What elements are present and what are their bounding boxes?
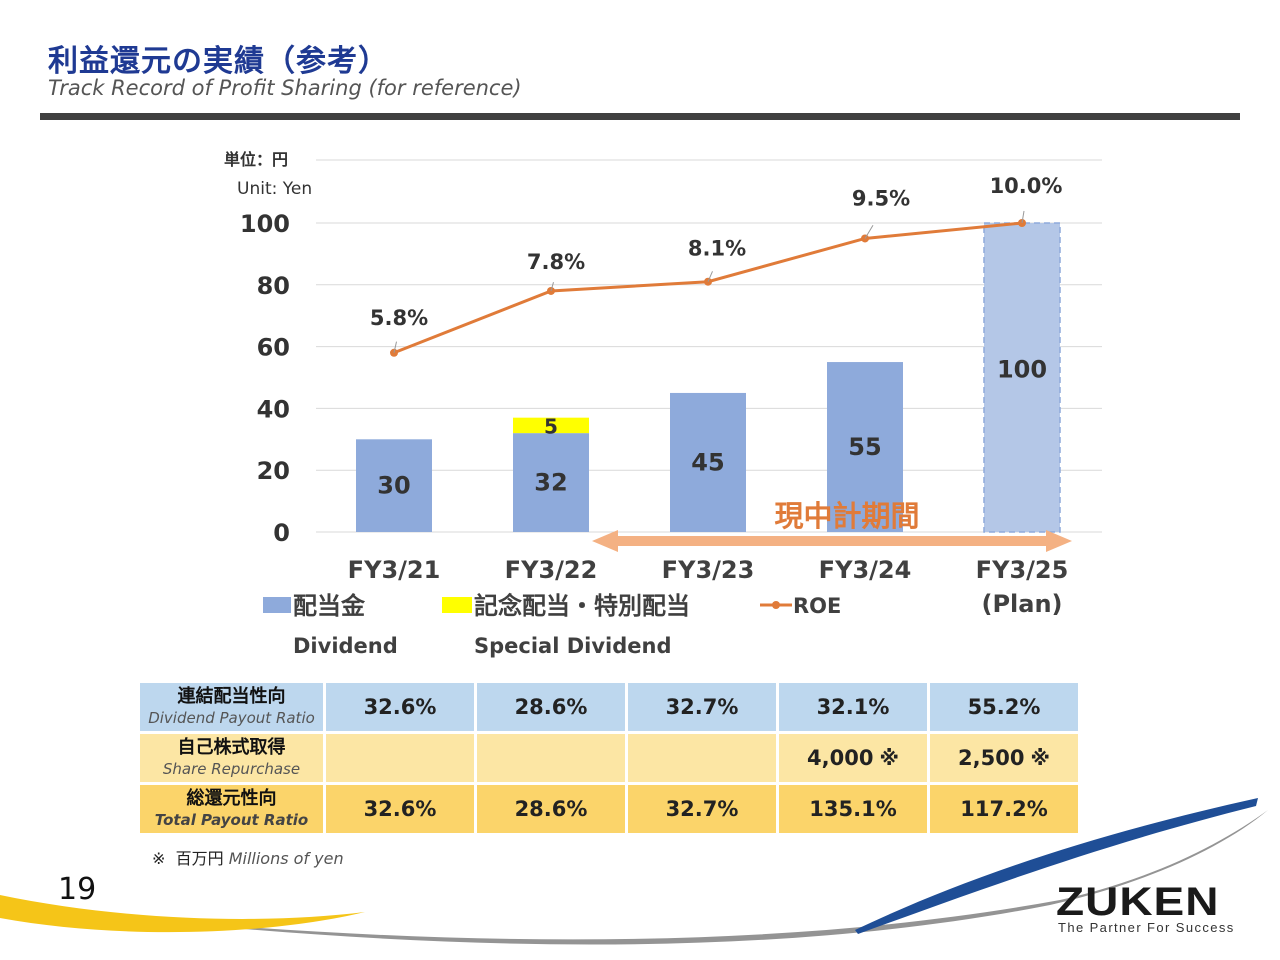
legend-label-special-en: Special Dividend: [474, 634, 672, 658]
bar-data-label: 45: [691, 448, 724, 476]
table-cell: [628, 734, 776, 782]
y-tick-label: 0: [273, 519, 290, 547]
y-tick-label: 100: [240, 210, 290, 238]
table-cell: 28.6%: [477, 785, 625, 833]
legend-label-roe: ROE: [793, 594, 841, 618]
page-title: 利益還元の実績（参考）: [48, 44, 389, 79]
table-cell: [477, 734, 625, 782]
title-divider: [40, 113, 1240, 120]
table-cell: 32.1%: [779, 683, 927, 731]
logo-tagline: The Partner For Success: [1058, 920, 1235, 935]
legend-swatch-roe-dot: [772, 601, 780, 609]
swoosh-yellow: [0, 895, 365, 933]
x-tick-label: FY3/22: [505, 556, 598, 584]
row-header: 自己株式取得 Share Repurchase: [140, 734, 323, 782]
row-label-ja: 連結配当性向: [177, 686, 286, 707]
table-cell: 2,500 ※: [930, 734, 1078, 782]
table-cell: 135.1%: [779, 785, 927, 833]
table-row: 自己株式取得 Share Repurchase 4,000 ※ 2,500 ※: [140, 734, 1078, 782]
roe-label-leader: [1021, 210, 1025, 224]
legend-label-dividend: 配当金: [293, 592, 366, 620]
roe-data-label: 8.1%: [688, 237, 746, 261]
table-cell: 32.6%: [326, 785, 474, 833]
table-cell: 117.2%: [930, 785, 1078, 833]
footnote-ja: 百万円: [175, 849, 224, 868]
table-cell: 32.7%: [628, 683, 776, 731]
roe-data-label: 5.8%: [370, 306, 428, 330]
roe-label-leader: [707, 271, 713, 282]
bar-data-label: 30: [377, 472, 410, 500]
row-label-ja: 総還元性向: [186, 788, 277, 809]
swoosh-blue: [855, 798, 1258, 934]
table-cell: 32.7%: [628, 785, 776, 833]
page-subtitle: Track Record of Profit Sharing (for refe…: [48, 76, 522, 100]
row-label-en: Dividend Payout Ratio: [148, 709, 315, 727]
table-cell: 4,000 ※: [779, 734, 927, 782]
bar-data-label: 32: [534, 469, 567, 497]
dividend-bar: [356, 439, 432, 532]
y-tick-label: 80: [257, 272, 290, 300]
bar-data-label: 100: [997, 356, 1047, 384]
legend-swatch-dividend: [263, 597, 291, 613]
table-cell: 32.6%: [326, 683, 474, 731]
special-bar-data-label: 5: [544, 414, 558, 438]
legend-label-dividend-en: Dividend: [293, 634, 398, 658]
dividend-bar: [670, 392, 746, 532]
x-tick-label: FY3/25: [976, 556, 1069, 584]
roe-label-leader: [393, 341, 397, 353]
plan-period-arrow: [592, 530, 1072, 552]
payout-table: 連結配当性向 Dividend Payout Ratio 32.6% 28.6%…: [137, 680, 1081, 836]
roe-label-leader: [550, 282, 554, 292]
special-dividend-bar: [513, 417, 589, 434]
legend-swatch-special: [442, 597, 472, 613]
table-cell: [326, 734, 474, 782]
row-label-en: Total Payout Ratio: [154, 811, 309, 829]
row-label-en: Share Repurchase: [162, 760, 301, 778]
x-tick-label: FY3/24: [819, 556, 912, 584]
legend-label-special: 記念配当・特別配当: [474, 592, 690, 620]
roe-data-label: 10.0%: [990, 174, 1063, 198]
dividend-bar: [983, 222, 1061, 533]
dividend-bar: [827, 362, 903, 532]
table-row: 総還元性向 Total Payout Ratio 32.6% 28.6% 32.…: [140, 785, 1078, 833]
x-tick-label: FY3/23: [662, 556, 755, 584]
row-header: 連結配当性向 Dividend Payout Ratio: [140, 683, 323, 731]
table-row: 連結配当性向 Dividend Payout Ratio 32.6% 28.6%…: [140, 683, 1078, 731]
unit-label-ja: 単位：円: [224, 150, 288, 169]
y-tick-label: 40: [257, 395, 290, 423]
table-cell: 55.2%: [930, 683, 1078, 731]
roe-data-label: 7.8%: [527, 250, 585, 274]
table-footnote: ※ 百万円 Millions of yen: [152, 845, 344, 869]
row-header: 総還元性向 Total Payout Ratio: [140, 785, 323, 833]
roe-label-leader: [864, 224, 874, 239]
plan-period-label: 現中計期間: [774, 499, 919, 533]
x-tick-sublabel: (Plan): [981, 590, 1062, 618]
y-tick-label: 60: [257, 334, 290, 362]
x-tick-label: FY3/21: [348, 556, 441, 584]
zuken-logo: ZUKEN: [1056, 878, 1220, 924]
bar-data-label: 55: [848, 433, 881, 461]
note-mark: ※: [879, 746, 899, 770]
row-label-ja: 自己株式取得: [177, 737, 286, 758]
y-tick-label: 20: [257, 457, 290, 485]
roe-data-label: 9.5%: [852, 186, 910, 210]
footnote-en: Millions of yen: [228, 849, 344, 868]
dividend-roe-chart: 0 20 40 60 80 100 単位：円 Unit: Yen 30 FY3/21 32 5 FY3/…: [224, 150, 1102, 658]
footnote-mark: ※: [152, 849, 166, 868]
note-mark: ※: [1030, 746, 1050, 770]
unit-label-en: Unit: Yen: [237, 179, 312, 199]
dividend-bar: [513, 433, 589, 532]
page-number: 19: [58, 872, 97, 907]
table-cell: 28.6%: [477, 683, 625, 731]
